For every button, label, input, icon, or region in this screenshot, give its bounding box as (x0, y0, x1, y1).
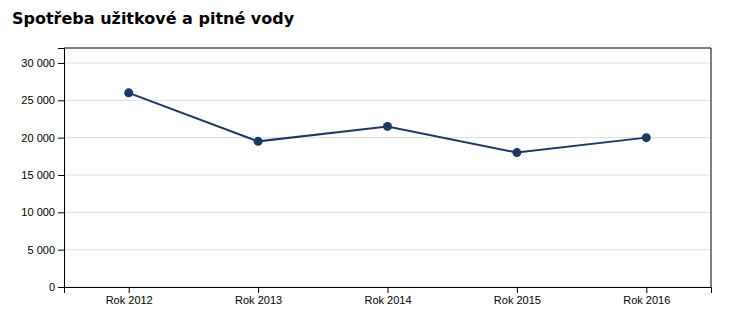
y-tick: 25 000 (21, 94, 64, 106)
y-tick-mark (58, 100, 64, 101)
point (642, 133, 651, 142)
x-tick-mark (388, 287, 389, 293)
y-tick-mark (58, 212, 64, 213)
y-tick-mark (58, 287, 64, 288)
grid-line (64, 174, 711, 175)
point (512, 148, 521, 157)
y-tick-label: 0 (49, 281, 55, 293)
y-axis-line (58, 49, 65, 288)
y-tick: 10 000 (21, 206, 64, 218)
marks (124, 88, 651, 157)
y-tick-mark (58, 63, 64, 64)
x-tick: Rok 2013 (235, 287, 282, 306)
y-tick-label: 10 000 (21, 206, 55, 218)
x-tick-label: Rok 2013 (235, 294, 282, 306)
y-tick-mark (58, 138, 64, 139)
x-tick-label: Rok 2014 (364, 294, 411, 306)
grid (64, 63, 711, 287)
point (383, 122, 392, 131)
grid-line (64, 249, 711, 250)
x-tick-mark (129, 287, 130, 293)
plot-frame-top (64, 48, 711, 49)
plot-frame-right (711, 48, 712, 287)
grid-line (64, 212, 711, 213)
x-axis: Rok 2012 Rok 2013 Rok 2014 Rok 2015 Rok 2016 (65, 287, 712, 306)
x-tick: Rok 2012 (106, 287, 153, 306)
line (129, 93, 647, 153)
chart: Spotřeba užitkové a pitné vody 0 5 000 10 0… (0, 0, 735, 323)
grid-line (64, 62, 711, 63)
plot: 0 5 000 10 000 15 000 20 000 25 000 30 000 Rok … (21, 48, 711, 306)
y-tick-mark (58, 250, 64, 251)
x-tick: Rok 2015 (494, 287, 541, 306)
x-tick-label: Rok 2016 (623, 294, 670, 306)
y-axis: 0 5 000 10 000 15 000 20 000 25 000 30 000 (21, 49, 64, 294)
x-tick: Rok 2016 (623, 287, 670, 306)
y-tick: 20 000 (21, 132, 64, 144)
y-tick: 30 000 (21, 57, 64, 69)
grid-line (64, 137, 711, 138)
x-tick-label: Rok 2015 (494, 294, 541, 306)
y-tick: 15 000 (21, 169, 64, 181)
title: Spotřeba užitkové a pitné vody (12, 9, 295, 28)
grid-line (64, 100, 711, 101)
y-tick-label: 5 000 (27, 244, 55, 256)
y-tick: 0 (49, 281, 64, 293)
x-tick: Rok 2014 (364, 287, 411, 306)
x-tick-mark (646, 287, 647, 293)
y-tick-label: 25 000 (21, 94, 55, 106)
x-tick-label: Rok 2012 (106, 294, 153, 306)
point (254, 137, 263, 146)
x-tick-mark (258, 287, 259, 293)
x-tick-mark (517, 287, 518, 293)
point (124, 88, 133, 97)
y-tick-label: 30 000 (21, 57, 55, 69)
y-tick-label: 15 000 (21, 169, 55, 181)
y-tick: 5 000 (27, 244, 64, 256)
y-tick-mark (58, 175, 64, 176)
x-axis-line (65, 288, 712, 294)
y-tick-label: 20 000 (21, 132, 55, 144)
